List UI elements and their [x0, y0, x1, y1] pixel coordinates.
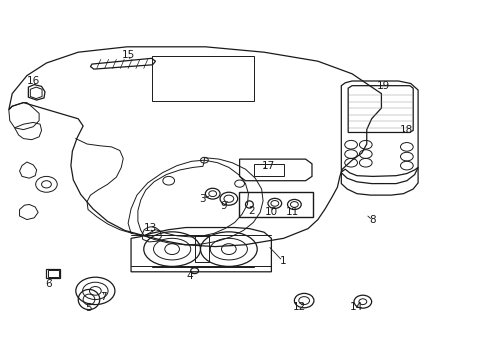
Text: 8: 8 [368, 215, 375, 225]
Text: 14: 14 [348, 302, 362, 312]
Text: 2: 2 [248, 206, 255, 216]
Text: 1: 1 [279, 256, 285, 266]
Bar [254, 164, 283, 176]
Text: 4: 4 [186, 271, 193, 282]
Text: 10: 10 [264, 207, 277, 217]
Bar [48, 270, 59, 277]
Text: 15: 15 [121, 50, 135, 60]
Text: 5: 5 [85, 303, 92, 313]
Text: 9: 9 [220, 201, 227, 211]
Text: 16: 16 [26, 76, 40, 86]
Text: 3: 3 [199, 194, 206, 204]
Bar [46, 269, 60, 278]
Text: 17: 17 [261, 161, 274, 171]
Text: 19: 19 [376, 81, 390, 91]
Text: 11: 11 [285, 207, 299, 217]
Bar [194, 236, 209, 262]
Text: 7: 7 [100, 292, 107, 302]
Bar [151, 56, 254, 101]
Text: 12: 12 [292, 302, 305, 312]
Text: 13: 13 [143, 222, 157, 233]
Text: 18: 18 [399, 125, 413, 135]
Text: 6: 6 [45, 279, 52, 289]
